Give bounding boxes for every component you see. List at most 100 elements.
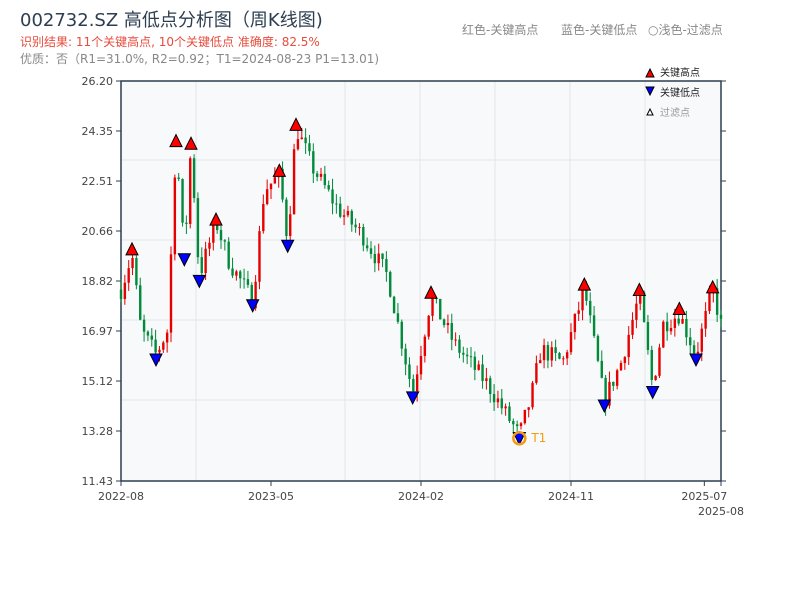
key-high-marker bbox=[424, 285, 438, 299]
candle-body bbox=[423, 336, 427, 356]
legend-filtered-icon bbox=[646, 107, 654, 116]
candle-body bbox=[685, 319, 688, 338]
y-tick-label: 15.12 bbox=[82, 375, 114, 388]
candle-body bbox=[650, 349, 653, 380]
candle-body bbox=[389, 271, 392, 297]
candle-body bbox=[400, 321, 403, 349]
y-tick-label: 16.97 bbox=[82, 325, 114, 338]
legend-high-label: 关键高点 bbox=[660, 66, 700, 79]
candle-body bbox=[177, 177, 180, 179]
result-summary: 识别结果: 11个关键高点, 10个关键低点 准确度: 82.5% bbox=[20, 35, 320, 49]
key-high-marker bbox=[705, 279, 720, 294]
candle-body bbox=[608, 381, 611, 406]
candle-body bbox=[342, 215, 346, 217]
candle-body bbox=[642, 292, 646, 322]
candle-body bbox=[615, 370, 619, 386]
legend-red-high: 红色-关键高点 bbox=[462, 23, 539, 37]
candle-body bbox=[558, 352, 561, 359]
candle-body bbox=[289, 214, 292, 237]
plot-area bbox=[121, 81, 721, 481]
x-tick-label: 2022-08 bbox=[98, 490, 144, 503]
candle-body bbox=[323, 173, 327, 186]
candle-body bbox=[627, 334, 630, 358]
candle-body bbox=[262, 204, 265, 232]
candle-body bbox=[215, 222, 219, 231]
candle-body bbox=[150, 335, 153, 340]
candle-body bbox=[119, 289, 123, 300]
candle-body bbox=[146, 331, 150, 336]
candle-body bbox=[569, 332, 573, 353]
candle-body bbox=[677, 318, 680, 324]
candle-body bbox=[300, 137, 303, 140]
candle-body bbox=[308, 143, 311, 152]
candle-body bbox=[404, 348, 407, 365]
candle-body bbox=[515, 424, 519, 427]
candle-body bbox=[708, 293, 711, 311]
candle-body bbox=[254, 281, 257, 309]
candle-body bbox=[681, 319, 684, 324]
candle-body bbox=[485, 378, 488, 382]
key-high-marker bbox=[209, 211, 223, 226]
candle-body bbox=[408, 364, 411, 379]
candle-body bbox=[419, 355, 423, 375]
y-tick-label: 24.35 bbox=[82, 125, 114, 138]
key-high-marker bbox=[169, 133, 183, 148]
key-low-marker bbox=[177, 253, 192, 267]
candle-body bbox=[200, 257, 203, 274]
candle-body bbox=[531, 382, 534, 408]
candle-body bbox=[619, 363, 623, 371]
y-tick-label: 20.66 bbox=[82, 225, 114, 238]
candle-body bbox=[127, 268, 130, 283]
x-tick-label: 2024-02 bbox=[398, 490, 444, 503]
candle-body bbox=[473, 356, 477, 370]
candle-body bbox=[562, 358, 565, 360]
candle-body bbox=[612, 381, 615, 386]
candle-body bbox=[327, 185, 330, 190]
candle-body bbox=[246, 279, 250, 285]
y-tick-label: 18.82 bbox=[82, 275, 114, 288]
t1-label: T1 bbox=[530, 431, 546, 445]
candle-body bbox=[139, 285, 142, 320]
candle-body bbox=[539, 360, 542, 364]
candle-body bbox=[527, 407, 530, 410]
candle-body bbox=[273, 177, 277, 184]
candle-body bbox=[331, 189, 334, 204]
candle-body bbox=[250, 284, 253, 309]
key-low-marker bbox=[689, 353, 703, 368]
x-tick-label: 2025-07 bbox=[681, 490, 727, 503]
candle-body bbox=[546, 345, 550, 361]
candle-body bbox=[223, 240, 227, 242]
legend-blue-low: 蓝色-关键低点 bbox=[561, 23, 638, 37]
candle-body bbox=[239, 271, 242, 279]
candle-body bbox=[181, 178, 184, 223]
candle-body bbox=[692, 345, 696, 354]
candle-body bbox=[315, 173, 319, 177]
candle-body bbox=[673, 318, 677, 328]
candle-body bbox=[623, 357, 627, 364]
candle-body bbox=[481, 364, 484, 382]
candle-body bbox=[281, 168, 284, 200]
candle-body bbox=[319, 173, 323, 177]
candle-body bbox=[658, 347, 661, 376]
candle-body bbox=[573, 313, 577, 333]
candle-body bbox=[235, 271, 238, 276]
candle-body bbox=[654, 375, 657, 380]
key-low-marker bbox=[405, 391, 420, 405]
candle-body bbox=[242, 278, 246, 280]
candle-body bbox=[496, 398, 500, 403]
candle-body bbox=[565, 352, 569, 359]
candle-body bbox=[381, 253, 384, 259]
candle-body bbox=[339, 203, 342, 217]
candle-body bbox=[196, 198, 200, 258]
y-tick-label: 26.20 bbox=[82, 75, 114, 88]
candle-body bbox=[365, 245, 369, 249]
candle-body bbox=[427, 315, 430, 337]
candle-body bbox=[358, 227, 361, 229]
candle-body bbox=[554, 347, 557, 353]
candle-body bbox=[219, 230, 223, 241]
chart-title: 002732.SZ 高低点分析图（周K线图) bbox=[20, 10, 323, 31]
candle-body bbox=[454, 339, 457, 341]
candle-body bbox=[669, 327, 673, 332]
